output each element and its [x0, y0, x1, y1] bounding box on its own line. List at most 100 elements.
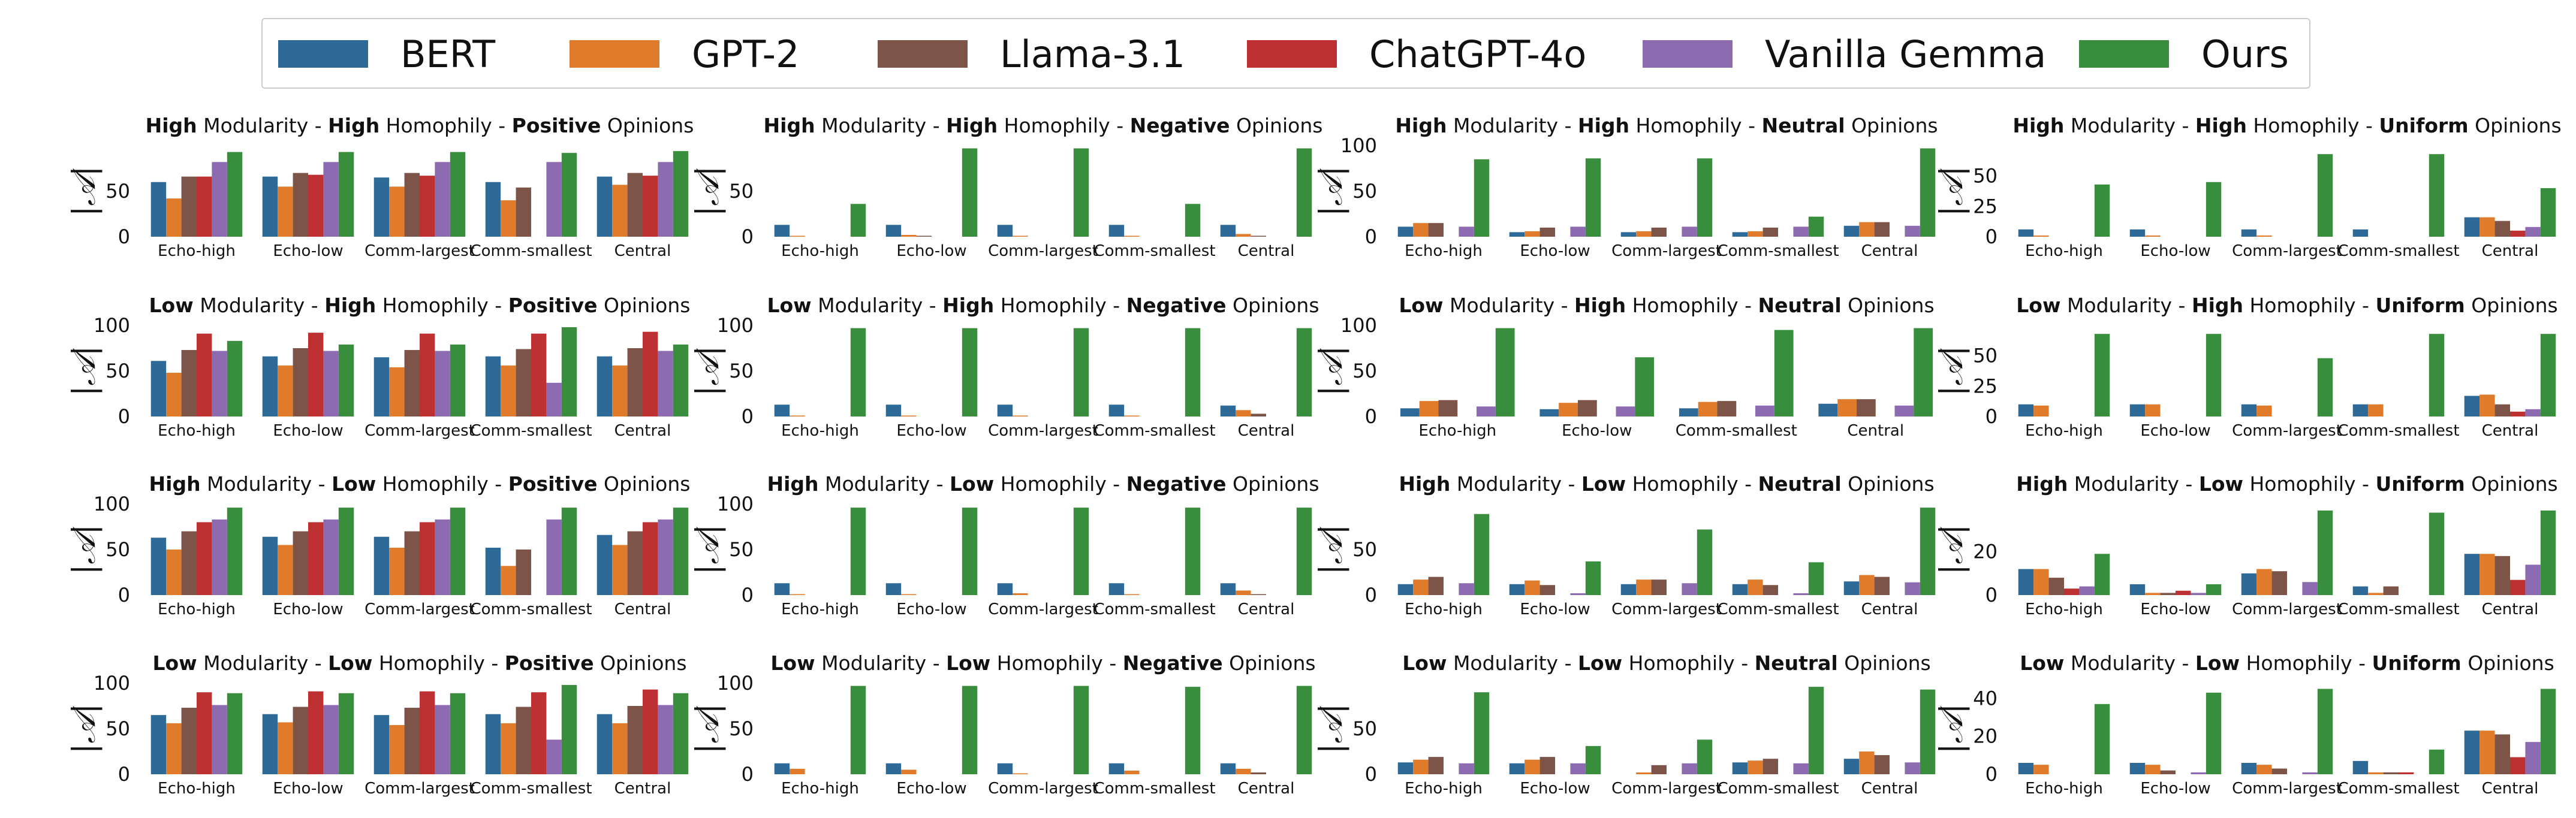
- bar: [1495, 328, 1515, 416]
- bar: [181, 708, 197, 774]
- bar: [338, 344, 354, 416]
- panel-title: Low Modularity - Low Homophily - Positiv…: [152, 651, 686, 675]
- legend-label: Vanilla Gemma: [1765, 32, 2047, 76]
- y-axis-label: |𝒜|: [690, 166, 726, 216]
- bar: [389, 367, 405, 416]
- bar: [373, 177, 390, 237]
- bar: [1185, 508, 1201, 595]
- bar: [997, 225, 1013, 237]
- bar: [1524, 580, 1540, 595]
- legend-swatch: [1643, 40, 1733, 68]
- bar: [1459, 763, 1474, 774]
- bar: [2094, 704, 2110, 774]
- bar: [1920, 508, 1936, 595]
- bar-panel: Low Modularity - Low Homophily - Positiv…: [67, 651, 689, 798]
- y-tick-label: 100: [717, 493, 754, 515]
- bar: [1808, 562, 1824, 595]
- x-category-label: Central: [614, 242, 671, 260]
- bar: [420, 522, 435, 595]
- legend: BERT GPT-2 Llama-3.1 ChatGPT-4o Vanilla Gemm…: [261, 18, 2310, 89]
- x-category-label: Echo-high: [2025, 422, 2103, 440]
- y-tick-label: 0: [1365, 405, 1377, 428]
- x-category-label: Comm-largest: [2232, 242, 2342, 260]
- bar: [790, 768, 805, 774]
- bar: [1843, 759, 1860, 774]
- bar: [546, 739, 562, 774]
- bar: [1459, 227, 1474, 237]
- bar: [1509, 584, 1525, 595]
- bar: [2256, 405, 2272, 416]
- bar-panel: High Modularity - Low Homophily - Neutra…: [1313, 472, 1936, 618]
- bar: [1124, 236, 1140, 237]
- bar: [212, 162, 227, 237]
- bar: [1697, 158, 1713, 237]
- x-category-label: Central: [614, 780, 671, 798]
- bar: [1748, 231, 1763, 237]
- bar: [389, 725, 405, 774]
- panel-title: Low Modularity - Low Homophily - Neutral…: [1402, 651, 1930, 675]
- bar: [404, 531, 420, 595]
- bar: [596, 356, 613, 416]
- bar: [962, 508, 978, 595]
- bar: [1682, 763, 1697, 774]
- x-category-label: Echo-high: [158, 422, 236, 440]
- bar: [166, 198, 182, 237]
- bar: [1073, 328, 1089, 416]
- bar: [1251, 413, 1266, 416]
- bar: [323, 705, 339, 774]
- bar: [2018, 229, 2034, 237]
- bar: [227, 152, 243, 237]
- bar: [916, 236, 932, 237]
- bar: [1818, 403, 1838, 416]
- y-tick-label: 0: [1365, 584, 1377, 606]
- legend-item: GPT-2: [570, 32, 799, 76]
- bar: [1220, 225, 1236, 237]
- bar-panel: High Modularity - Low Homophily - Positi…: [67, 472, 690, 618]
- bar: [2494, 734, 2510, 774]
- bar: [338, 508, 354, 595]
- bar: [2064, 588, 2080, 595]
- bar: [2018, 404, 2034, 416]
- bar: [2206, 584, 2222, 595]
- bar: [404, 708, 420, 774]
- bar: [1073, 686, 1089, 774]
- bar: [673, 344, 689, 416]
- x-category-label: Central: [1861, 242, 1918, 260]
- bar: [2494, 404, 2510, 416]
- bar: [1793, 593, 1809, 595]
- x-category-label: Central: [2482, 600, 2539, 618]
- bar: [901, 415, 917, 416]
- bar: [1874, 576, 1890, 595]
- x-category-label: Central: [1238, 422, 1295, 440]
- bar: [2429, 512, 2445, 595]
- bar: [2383, 586, 2399, 595]
- bar: [596, 535, 613, 595]
- x-category-label: Central: [1847, 422, 1904, 440]
- bar: [2271, 571, 2287, 595]
- x-category-label: Comm-smallest: [2337, 242, 2459, 260]
- y-tick-label: 50: [106, 360, 130, 382]
- bar: [373, 715, 390, 774]
- y-tick-label: 20: [1973, 725, 1997, 748]
- bar: [673, 508, 689, 595]
- y-tick-label: 40: [1973, 687, 1997, 710]
- x-category-label: Comm-largest: [1611, 600, 1722, 618]
- bar: [1477, 406, 1496, 416]
- bar: [1732, 232, 1748, 237]
- panel-title: High Modularity - High Homophily - Neutr…: [1395, 114, 1938, 137]
- bar: [293, 531, 308, 595]
- bar-panel: Low Modularity - High Homophily - Unifor…: [1934, 294, 2558, 440]
- x-category-label: Comm-smallest: [470, 780, 592, 798]
- bar: [1474, 159, 1490, 237]
- panel-title: High Modularity - High Homophily - Posit…: [146, 114, 694, 137]
- bar: [1251, 236, 1266, 237]
- bar: [1236, 410, 1251, 416]
- y-axis-label: |𝒜|: [67, 346, 103, 396]
- bar: [420, 176, 435, 237]
- panel-title: High Modularity - Low Homophily - Negati…: [767, 472, 1319, 496]
- x-category-label: Central: [614, 600, 671, 618]
- bar: [1413, 223, 1429, 237]
- bar: [308, 174, 324, 237]
- y-axis-label: |𝒜|: [1313, 346, 1349, 396]
- bar: [2256, 569, 2272, 595]
